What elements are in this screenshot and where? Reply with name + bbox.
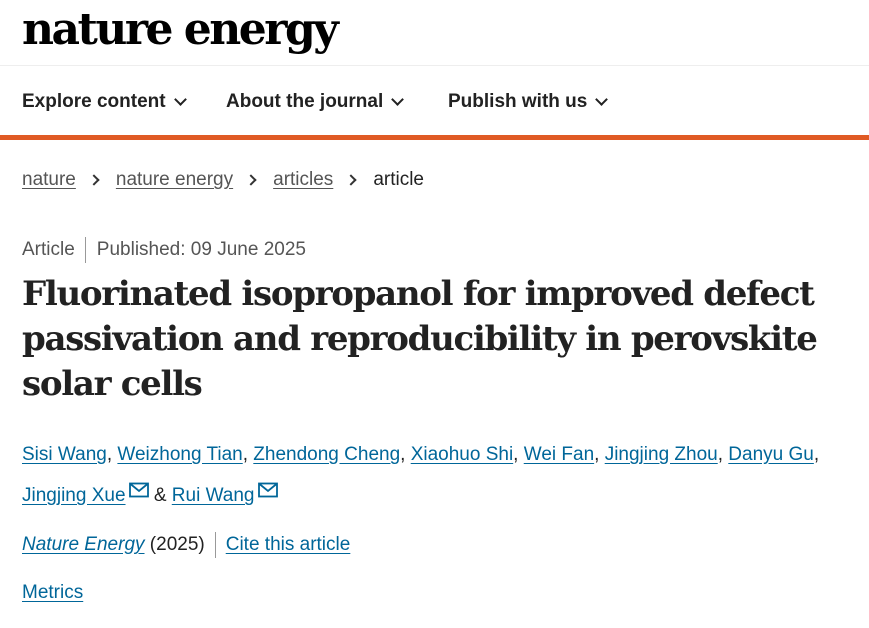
author-separator: , <box>813 444 820 465</box>
chevron-down-icon <box>173 92 187 106</box>
nav-publish-with-us[interactable]: Publish with us <box>448 89 609 115</box>
nav-label: About the journal <box>226 91 384 112</box>
breadcrumb-link-nature-energy[interactable]: nature energy <box>115 169 234 190</box>
nav-explore-content[interactable]: Explore content <box>22 89 187 115</box>
chevron-down-icon <box>391 92 405 106</box>
site-header: nature energy <box>0 0 869 66</box>
author-separator: , <box>513 444 519 465</box>
author-link[interactable]: Weizhong Tian <box>117 444 243 465</box>
metrics-link[interactable]: Metrics <box>22 582 84 603</box>
breadcrumb-current: article <box>373 169 424 190</box>
author-list: Sisi Wang, Weizhong Tian, Zhendong Cheng… <box>22 434 852 516</box>
chevron-right-icon <box>88 174 100 186</box>
publication-year: (2025) <box>149 534 205 555</box>
author-link[interactable]: Danyu Gu <box>728 444 814 465</box>
nav-about-the-journal[interactable]: About the journal <box>226 89 405 115</box>
author-separator: , <box>594 444 600 465</box>
article-type: Article <box>22 239 75 260</box>
article-meta: Article Published: 09 June 2025 <box>22 237 306 263</box>
author-separator: , <box>717 444 724 465</box>
author-link[interactable]: Zhendong Cheng <box>253 444 401 465</box>
breadcrumb-link-nature[interactable]: nature <box>22 169 76 190</box>
citation-line: Nature Energy (2025) Cite this article <box>22 532 350 558</box>
mail-icon[interactable] <box>257 482 278 498</box>
author-link[interactable]: Xiaohuo Shi <box>410 444 514 465</box>
main-nav: Explore content About the journal Publis… <box>0 67 869 136</box>
chevron-right-icon <box>245 174 257 186</box>
author-separator: , <box>106 444 113 465</box>
author-link[interactable]: Rui Wang <box>171 485 255 506</box>
mail-icon[interactable] <box>128 482 149 498</box>
author-link[interactable]: Wei Fan <box>523 444 595 465</box>
published-date: Published: 09 June 2025 <box>96 239 306 260</box>
journal-link[interactable]: Nature Energy <box>22 534 145 555</box>
accent-bar <box>0 135 869 140</box>
author-link[interactable]: Sisi Wang <box>22 444 107 465</box>
meta-divider <box>84 237 86 263</box>
cite-this-article-link[interactable]: Cite this article <box>225 534 351 555</box>
nav-label: Explore content <box>22 91 166 112</box>
article-title: Fluorinated isopropanol for improved def… <box>22 274 818 404</box>
nav-label: Publish with us <box>448 91 588 112</box>
site-logo[interactable]: nature energy <box>22 4 339 55</box>
chevron-down-icon <box>595 92 609 106</box>
chevron-right-icon <box>345 174 357 186</box>
author-and: & <box>153 485 167 506</box>
breadcrumb-link-articles[interactable]: articles <box>273 169 334 190</box>
author-separator: , <box>242 444 249 465</box>
author-link[interactable]: Jingjing Xue <box>22 485 126 506</box>
breadcrumb: nature nature energy articles article <box>22 167 424 193</box>
author-link[interactable]: Jingjing Zhou <box>604 444 718 465</box>
citation-divider <box>214 532 216 558</box>
author-separator: , <box>400 444 406 465</box>
